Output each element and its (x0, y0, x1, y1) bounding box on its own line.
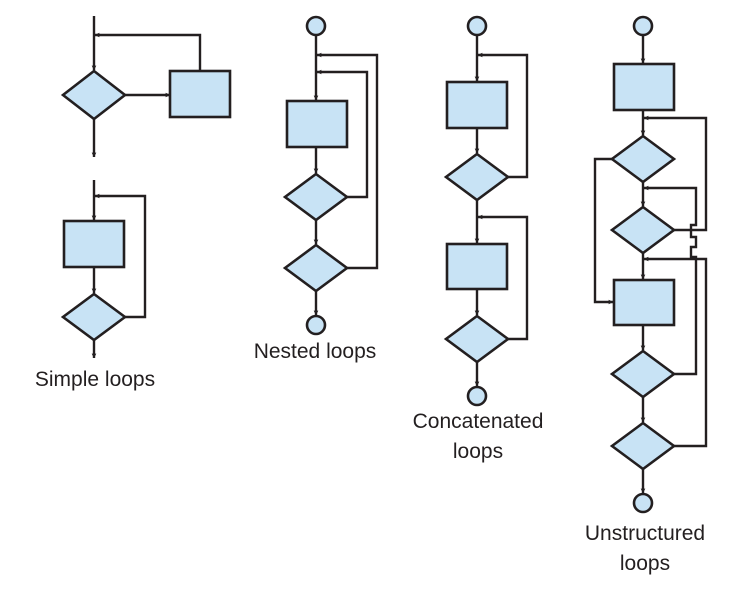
caption-concatenated-loops: Concatenated loops (398, 407, 558, 467)
end-connector (632, 492, 654, 514)
simple-loop-top (60, 16, 232, 158)
caption-simple-loops: Simple loops (34, 368, 156, 391)
jump-forward-line (593, 157, 614, 305)
caption-unstructured-line1: Unstructured (584, 522, 706, 545)
loop-back-line (643, 185, 698, 376)
decision-diamond (60, 292, 128, 342)
process-box (168, 69, 232, 119)
simple-loop-bottom (60, 180, 147, 359)
process-box (612, 62, 676, 112)
decision-diamond (609, 134, 677, 184)
end-connector (466, 385, 488, 407)
decision-diamond (609, 421, 677, 471)
caption-concatenated-line1: Concatenated (412, 410, 544, 433)
loop-back-line (477, 52, 529, 179)
loop-back-line (94, 32, 202, 71)
decision-diamond (443, 152, 511, 202)
outer-loop-back-line (316, 52, 379, 270)
process-box (445, 80, 509, 130)
decision-diamond (282, 172, 350, 222)
loop-back-line (94, 193, 147, 319)
caption-unstructured-line2: loops (619, 552, 671, 575)
decision-diamond (282, 243, 350, 293)
caption-nested-loops: Nested loops (253, 340, 377, 363)
process-box (285, 99, 349, 149)
process-box (612, 278, 676, 327)
process-box (62, 219, 126, 269)
decision-diamond (609, 349, 677, 399)
loop-back-line (643, 256, 708, 448)
decision-diamond (443, 314, 511, 364)
decision-diamond (60, 69, 128, 121)
decision-diamond (609, 205, 677, 255)
unstructured-loops (593, 15, 708, 514)
loop-back-line (477, 214, 529, 341)
caption-unstructured-loops: Unstructured loops (565, 519, 725, 579)
start-connector (466, 15, 488, 37)
start-connector (305, 15, 327, 37)
end-connector (305, 314, 327, 336)
concatenated-loops (443, 15, 529, 407)
process-box (445, 242, 509, 291)
nested-loops (282, 15, 379, 336)
caption-concatenated-line2: loops (452, 440, 504, 463)
start-connector (632, 15, 654, 37)
inner-loop-back-line (316, 69, 369, 199)
